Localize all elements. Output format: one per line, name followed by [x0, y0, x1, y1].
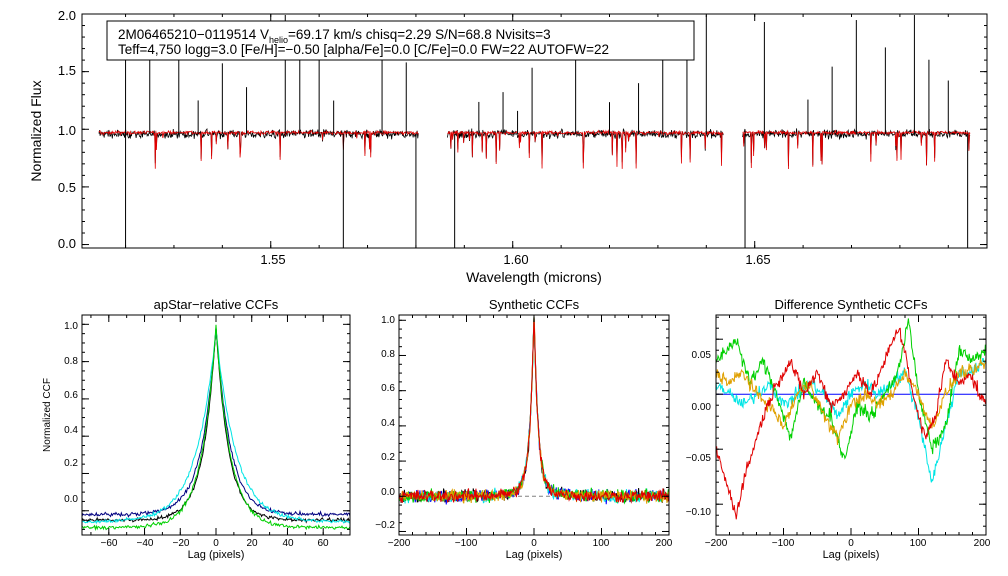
spectrum-y-tick-label: 2.0 — [58, 8, 76, 23]
synthetic-ccf-title: Synthetic CCFs — [489, 297, 580, 312]
apstar-ccf-x-axis-label: Lag (pixels) — [188, 549, 245, 561]
apstar-ccf-y-tick-label: 0.0 — [64, 494, 78, 505]
spectrum-x-tick-label: 1.60 — [503, 252, 528, 267]
difference-ccf-y-tick-label: −0.10 — [686, 507, 712, 518]
apstar-ccf-x-tick-label: 40 — [282, 538, 294, 549]
difference-ccf-x-tick-label: 0 — [848, 538, 854, 549]
spectrum-ticks — [82, 13, 987, 248]
observed-spectrum-line — [742, 128, 971, 167]
difference-ccf-x-tick-label: −100 — [772, 538, 795, 549]
spectrum-y-axis-label: Normalized Flux — [28, 80, 44, 181]
spectrum-annotation-line1: 2M06465210−0119514 Vhelio=69.17 km/s chi… — [118, 27, 551, 45]
synthetic-ccf-x-tick-label: −100 — [455, 538, 478, 549]
spectrum-x-tick-label: 1.55 — [260, 252, 285, 267]
apstar-ccf-y-tick-label: 0.2 — [64, 458, 78, 469]
apstar-ccf-y-tick-label: 0.6 — [64, 390, 78, 401]
difference-ccf-x-tick-label: 100 — [910, 538, 927, 549]
difference-ccf-line-diff-3 — [715, 318, 987, 460]
apstar-ccf-title: apStar−relative CCFs — [154, 297, 279, 312]
spectrum-annotation-line2: Teff=4,750 logg=3.0 [Fe/H]=−0.50 [alpha/… — [118, 42, 609, 57]
spectrum-panel: 1.55 1.60 1.65 0.0 0.5 1.0 1.5 2.0 Wavel… — [28, 8, 988, 285]
difference-ccf-panel: Difference Synthetic CCFs −200 −100 0 10… — [686, 297, 991, 561]
difference-ccf-y-tick-label: 0.00 — [692, 402, 712, 413]
annotation-subscript: helio — [269, 35, 288, 45]
synthetic-ccf-y-tick-label: 1.0 — [381, 315, 395, 326]
synthetic-ccf-x-tick-label: 0 — [531, 538, 537, 549]
apstar-ccf-lines — [81, 324, 351, 532]
annotation-stats: =69.17 km/s chisq=2.29 S/N=68.8 Nvisits=… — [288, 27, 551, 42]
synthetic-ccf-x-tick-label: −200 — [388, 538, 411, 549]
apstar-ccf-y-tick-label: 1.0 — [64, 321, 78, 332]
spectrum-y-tick-label: 0.0 — [58, 236, 76, 251]
apstar-ccf-x-tick-label: 20 — [246, 538, 258, 549]
apstar-ccf-x-tick-label: 0 — [213, 538, 219, 549]
spectrum-annotation-box — [106, 20, 695, 61]
apstar-ccf-y-axis-label: Normalized CCF — [42, 378, 53, 452]
spectrum-y-tick-label: 1.0 — [58, 123, 76, 138]
spectrum-x-axis-label: Wavelength (microns) — [466, 269, 602, 285]
apstar-ccf-x-tick-label: −20 — [173, 538, 190, 549]
apstar-ccf-ticks — [82, 315, 350, 535]
apstar-ccf-x-tick-label: −60 — [101, 538, 118, 549]
difference-ccf-x-axis-label: Lag (pixels) — [823, 549, 880, 561]
synthetic-ccf-y-tick-label: 0.4 — [381, 418, 395, 429]
apstar-ccf-line-ccf-4 — [81, 324, 351, 532]
difference-ccf-x-tick-label: −200 — [705, 538, 728, 549]
spectrum-y-tick-label: 0.5 — [58, 180, 76, 195]
difference-ccf-y-tick-label: 0.05 — [692, 350, 712, 361]
annotation-star-velocity: 2M06465210−0119514 V — [118, 27, 269, 42]
apstar-ccf-y-tick-label: 0.8 — [64, 356, 78, 367]
spectrum-x-tick-label: 1.65 — [745, 252, 770, 267]
apstar-ccf-panel: apStar−relative CCFs −60 −40 −20 0 20 40… — [42, 297, 351, 561]
spectrum-y-tick-label: 1.5 — [58, 63, 76, 78]
difference-ccf-lines — [715, 318, 987, 520]
synthetic-ccf-panel: Synthetic CCFs −200 −100 0 100 200 −0.2 … — [375, 297, 673, 561]
apstar-ccf-y-tick-label: 0.4 — [64, 425, 78, 436]
synthetic-ccf-x-axis-label: Lag (pixels) — [506, 549, 563, 561]
difference-ccf-line-diff-5 — [715, 327, 987, 520]
synthetic-ccf-y-tick-label: 0.0 — [381, 487, 395, 498]
difference-ccf-line-diff-4 — [715, 357, 987, 445]
difference-ccf-y-tick-label: −0.05 — [686, 453, 712, 464]
synthetic-ccf-x-tick-label: 200 — [656, 538, 673, 549]
synthetic-ccf-y-tick-label: 0.6 — [381, 383, 395, 394]
synthetic-ccf-ticks — [398, 315, 670, 535]
model-spectrum-line — [98, 129, 419, 169]
apstar-ccf-x-tick-label: 60 — [317, 538, 329, 549]
model-spectrum-line — [447, 129, 724, 169]
spectrum-lines — [98, 15, 971, 248]
apstar-ccf-x-tick-label: −40 — [137, 538, 154, 549]
synthetic-ccf-x-tick-label: 100 — [593, 538, 610, 549]
synthetic-ccf-y-tick-label: 0.2 — [381, 452, 395, 463]
synthetic-ccf-y-tick-label: −0.2 — [375, 520, 395, 531]
difference-ccf-x-tick-label: 200 — [974, 538, 991, 549]
spectrum-axes-frame — [81, 13, 988, 249]
difference-ccf-ticks — [715, 315, 987, 535]
synthetic-ccf-y-tick-label: 0.8 — [381, 349, 395, 360]
difference-ccf-title: Difference Synthetic CCFs — [775, 297, 928, 312]
